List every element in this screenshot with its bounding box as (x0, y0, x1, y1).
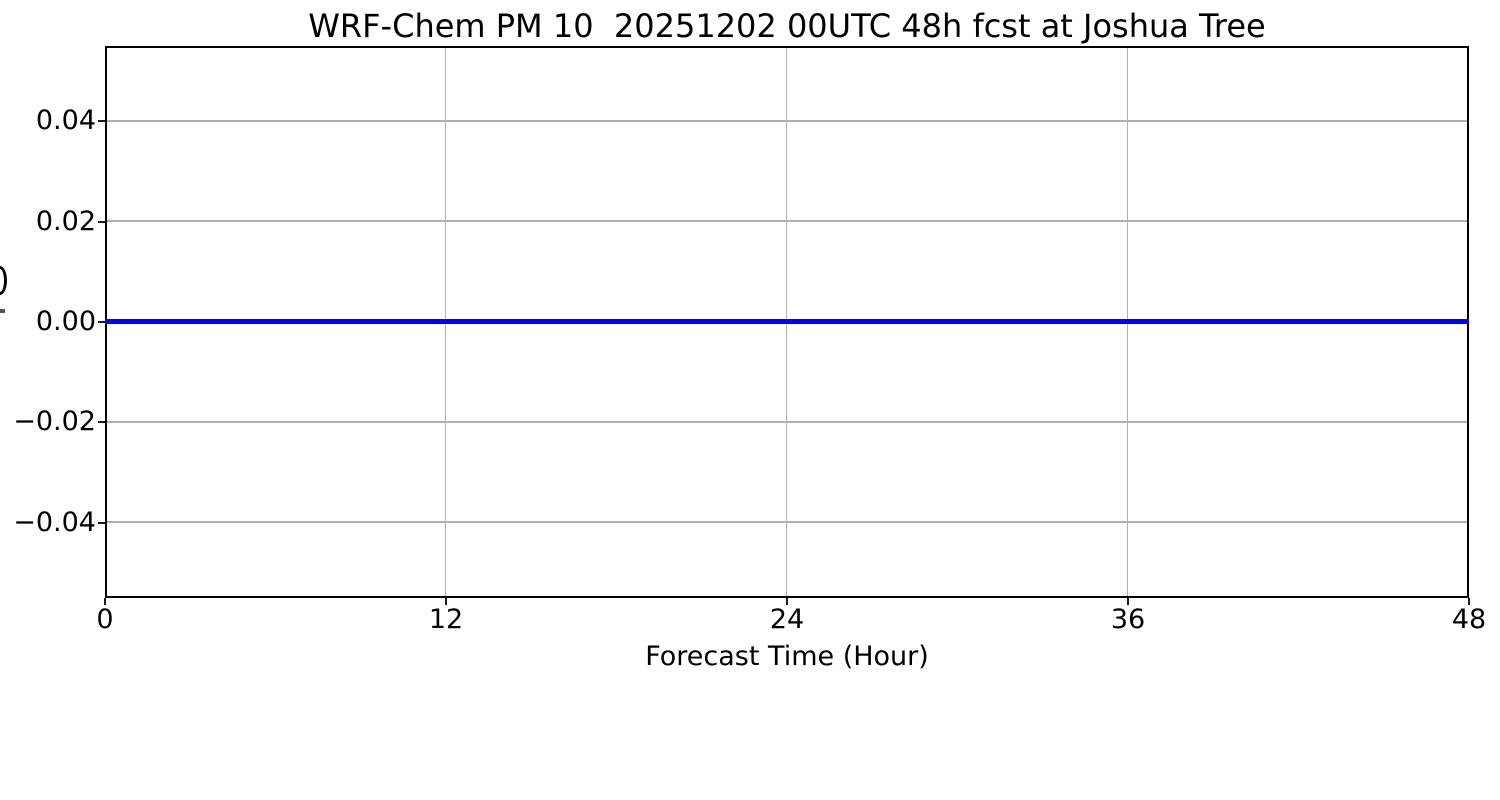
y-tick-label: 0.00 (35, 306, 96, 337)
y-tick-mark (98, 521, 105, 524)
x-tick-mark (786, 598, 788, 605)
x-tick-mark (1127, 598, 1129, 605)
y-tick-label: −0.04 (13, 506, 96, 538)
x-tick-mark (1468, 598, 1470, 605)
y-tick-label: −0.02 (13, 406, 96, 438)
x-tick-label: 24 (769, 604, 805, 635)
y-tick-mark (98, 220, 105, 223)
x-tick-mark (445, 598, 447, 605)
y-tick-mark (98, 321, 105, 323)
chart-title: WRF-Chem PM 10 20251202 00UTC 48h fcst a… (308, 7, 1266, 45)
x-axis-label: Forecast Time (Hour) (645, 641, 929, 672)
y-tick-label: 0.02 (35, 205, 96, 237)
y-tick-mark (98, 421, 105, 424)
ylabel-fragment-stem (0, 309, 5, 313)
ylabel-fragment-loop (0, 266, 7, 295)
x-tick-mark (104, 598, 106, 605)
x-tick-label: 48 (1451, 604, 1487, 635)
x-tick-label: 12 (428, 604, 464, 635)
plot-area (104, 46, 1469, 598)
y-tick-mark (98, 120, 105, 123)
pm10-forecast-line (104, 319, 1469, 324)
x-tick-label: 36 (1110, 604, 1146, 635)
x-tick-label: 0 (96, 604, 114, 635)
y-tick-label: 0.04 (35, 105, 96, 137)
